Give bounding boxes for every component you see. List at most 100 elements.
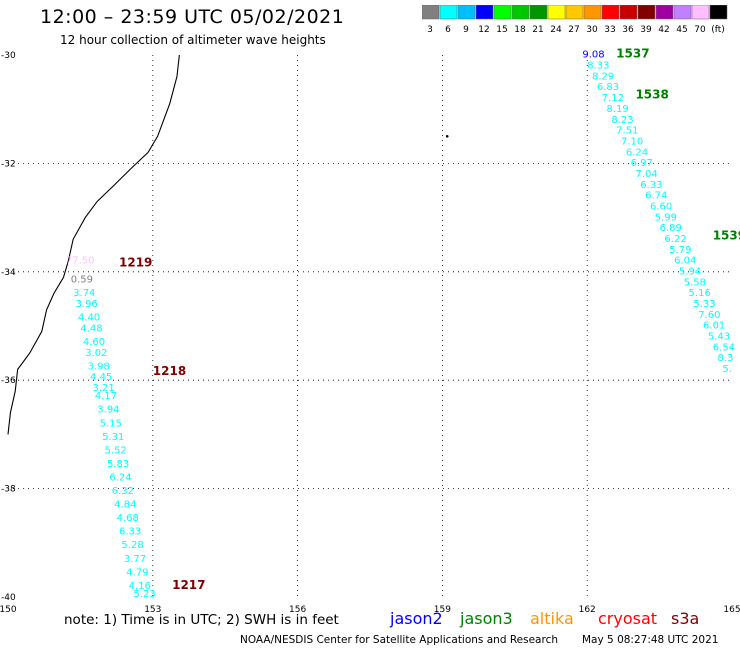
satellite-legend-cryosat: cryosat — [598, 609, 658, 628]
wave-height-label: 8.29 — [592, 71, 614, 82]
colorbar-label: 70 — [694, 25, 706, 35]
wave-height-label: 5.15 — [100, 418, 122, 429]
colorbar-swatch — [655, 5, 674, 20]
wave-height-label: 7.04 — [635, 169, 657, 180]
wave-height-label: 7.10 — [621, 136, 643, 147]
colorbar-label: 6 — [445, 25, 451, 35]
colorbar-swatch — [457, 5, 476, 20]
colorbar-swatch — [547, 5, 566, 20]
latitude-tick-label: -30 — [1, 51, 16, 61]
colorbar-label: 18 — [514, 25, 526, 35]
colorbar-swatch — [691, 5, 710, 20]
colorbar-label: 45 — [676, 25, 687, 35]
wave-height-label: 5.52 — [105, 445, 127, 456]
wave-height-label: 8.33 — [587, 61, 609, 72]
colorbar-label: 9 — [463, 25, 469, 35]
wave-height-label: 4.16 — [129, 581, 151, 592]
wave-height-label: 7.12 — [602, 93, 624, 104]
colorbar-label: 3 — [427, 25, 433, 35]
wave-height-label: 5.33 — [693, 299, 715, 310]
wave-height-label: 5.28 — [121, 540, 143, 551]
wave-height-label: 5.23 — [133, 589, 155, 600]
colorbar-swatch — [529, 5, 548, 20]
colorbar-swatch — [439, 5, 458, 20]
wave-height-label: 8.3 — [718, 353, 734, 364]
wave-height-label: 5.31 — [102, 432, 124, 443]
latitude-tick-label: -36 — [1, 376, 16, 386]
latitude-tick-label: -34 — [1, 268, 16, 278]
satellite-legend-jason3: jason3 — [460, 609, 513, 628]
wave-height-label: 5.83 — [107, 459, 129, 470]
map-title: 12:00 – 23:59 UTC 05/02/2021 — [40, 6, 345, 28]
longitude-tick-label: 165 — [723, 605, 740, 615]
colorbar-swatch — [709, 5, 728, 20]
footer-credit: NOAA/NESDIS Center for Satellite Applica… — [240, 634, 558, 646]
wave-height-label: 6.22 — [664, 234, 686, 245]
wave-height-label: 8.19 — [607, 104, 629, 115]
wave-height-label: 4.68 — [117, 513, 139, 524]
colorbar-swatch — [422, 5, 440, 20]
wave-height-label: 3.77 — [124, 554, 146, 565]
pass-time-label: 1218 — [153, 364, 186, 378]
colorbar-swatch — [493, 5, 512, 20]
wave-height-label: 4.17 — [95, 391, 117, 402]
wave-height-label: 5.79 — [669, 245, 691, 256]
colorbar-label: 15 — [496, 25, 507, 35]
wave-height-label: 4.79 — [126, 567, 148, 578]
pass-time-label: 1217 — [172, 578, 205, 592]
colorbar-label: 27 — [568, 25, 579, 35]
footer-timestamp: May 5 08:27:48 UTC 2021 — [582, 634, 719, 646]
wave-height-label: 4.48 — [80, 323, 102, 334]
wave-height-label: 6.24 — [109, 472, 131, 483]
wave-height-label: 77.50 — [66, 256, 95, 267]
colorbar-swatch — [619, 5, 638, 20]
wave-height-label: 6.04 — [674, 256, 696, 267]
wave-height-label: 6.01 — [703, 321, 725, 332]
colorbar-label: 39 — [640, 25, 652, 35]
satellite-legend-s3a: s3a — [671, 609, 700, 628]
latitude-tick-label: -38 — [1, 485, 16, 495]
wave-height-label: 5.99 — [655, 212, 677, 223]
coastline — [7, 54, 180, 435]
island-marker — [445, 135, 449, 138]
pass-time-labels: 1219 1218 1217 1537 1538 1539 — [119, 47, 740, 592]
colorbar-swatch — [583, 5, 602, 20]
wave-height-label: 6.60 — [650, 201, 672, 212]
colorbar-swatch — [511, 5, 530, 20]
wave-height-label: 3.98 — [88, 361, 110, 372]
wave-height-label: 3.96 — [76, 299, 98, 310]
colorbar-swatch — [637, 5, 656, 20]
map-subtitle: 12 hour collection of altimeter wave hei… — [60, 33, 326, 47]
colorbar-label: 33 — [604, 25, 615, 35]
wave-height-label: 5.43 — [708, 332, 730, 343]
colorbar-label: 30 — [586, 25, 598, 35]
wave-height-label: 6.83 — [597, 82, 619, 93]
longitude-tick-label: 150 — [0, 605, 17, 615]
wave-height-label: 3.02 — [85, 348, 107, 359]
longitude-tick-label: 162 — [579, 605, 596, 615]
pass-time-label: 1537 — [616, 47, 649, 61]
wave-height-label: 7.51 — [616, 126, 638, 137]
longitude-tick-label: 156 — [289, 605, 306, 615]
track-east: 9.088.338.296.837.128.198.237.517.106.24… — [582, 50, 735, 375]
wave-height-label: 6.33 — [640, 180, 662, 191]
wave-height-label: 7.60 — [698, 310, 720, 321]
wave-height-label: 5.94 — [679, 267, 701, 278]
colorbar-label: 21 — [532, 25, 543, 35]
colorbar-swatch — [601, 5, 620, 20]
pass-time-label: 1538 — [635, 87, 668, 101]
track-west: 77.50 0.59 3.743.96 4.404.48 4.603.02 3.984.4… — [66, 256, 156, 600]
colorbar-swatch — [565, 5, 584, 20]
pass-time-label: 1539 — [713, 228, 740, 242]
wave-height-label: 6.33 — [119, 527, 141, 538]
colorbar-label: 42 — [658, 25, 669, 35]
wave-height-label: 6.97 — [631, 158, 653, 169]
colorbar-label: (ft) — [711, 25, 725, 35]
wave-height-label: 8.23 — [611, 115, 633, 126]
wave-height-colorbar: 3 6 9 12 15 18 21 24 27 30 33 36 39 42 45 70 (ft) — [422, 5, 728, 35]
wave-height-label: 5.58 — [684, 277, 706, 288]
wave-height-label: 6.74 — [645, 191, 667, 202]
colorbar-swatch — [673, 5, 692, 20]
longitude-tick-label: 159 — [434, 605, 451, 615]
